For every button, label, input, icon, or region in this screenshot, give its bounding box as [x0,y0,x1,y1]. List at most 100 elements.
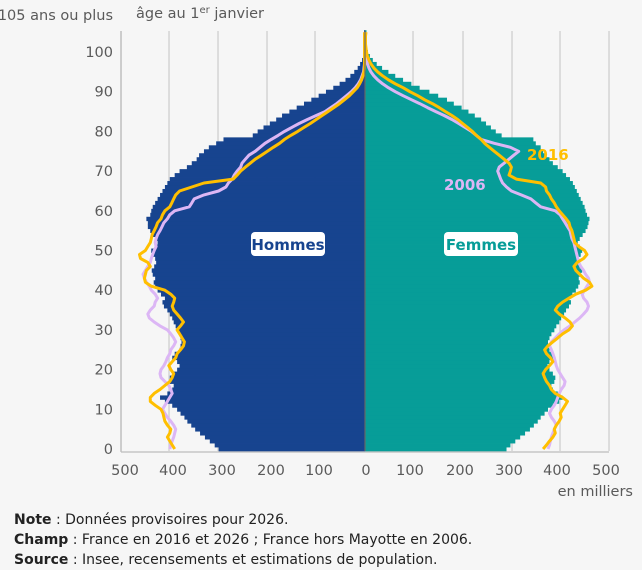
bar-men-age-1 [214,443,365,448]
bar-women-age-47 [365,260,578,265]
bar-men-age-7 [187,419,365,424]
bar-women-age-15 [365,387,553,392]
x-tick-label-left: 100 [305,463,333,479]
bar-women-age-94 [365,73,396,79]
note-text: : Données provisoires pour 2026. [51,512,289,528]
bar-women-age-37 [365,300,571,305]
bar-women-age-56 [365,224,588,230]
bar-women-age-6 [365,423,534,428]
bar-women-age-11 [365,403,553,408]
source-line: Source : Insee, recensements et estimati… [14,550,472,570]
bar-women-age-62 [365,200,583,206]
bar-women-age-81 [365,125,491,130]
bar-men-age-94 [350,73,365,79]
y-tick-label: 10 [95,402,113,418]
bar-men-age-79 [252,133,365,138]
footnotes: Note : Données provisoires pour 2026. Ch… [14,510,472,570]
bar-men-age-43 [155,276,365,281]
bar-women-age-59 [365,212,588,218]
x-tick-label-right: 400 [543,463,571,479]
bar-men-age-82 [269,121,365,126]
bar-men-age-88 [311,97,365,103]
y-axis-title: âge au 1er janvier [136,5,264,22]
axes: 0 10 20 30 40 50 60 70 80 90 100 105 ans ou plus âge… [0,5,633,500]
bar-men-age-0 [218,447,365,452]
bar-men-age-40 [157,288,365,293]
bars [146,30,590,452]
champ-text: : France en 2016 et 2026 ; France hors M… [68,532,473,548]
bar-women-age-74 [365,153,547,158]
champ-line: Champ : France en 2016 et 2026 ; France … [14,530,472,550]
y-top-label: 105 ans ou plus [0,8,113,24]
labels: Hommes Femmes 2016 2006 [251,146,569,256]
bar-men-age-18 [169,375,365,380]
champ-label: Champ [14,532,69,548]
bar-women-age-23 [365,355,555,361]
bar-women-age-0 [365,447,507,452]
bar-women-age-80 [365,129,496,134]
bar-women-age-34 [365,312,565,317]
bar-women-age-73 [365,157,550,162]
bar-men-age-32 [173,319,365,325]
x-tick-label-right: 500 [592,463,620,479]
bar-men-age-48 [155,256,365,261]
bar-women-age-60 [365,208,586,214]
women-label-box [444,232,518,256]
bar-men-age-22 [177,359,365,365]
bar-men-age-71 [186,165,365,170]
bar-women-age-39 [365,292,573,297]
bar-men-age-21 [179,363,365,369]
bar-women-age-12 [365,399,560,404]
bar-men-age-92 [339,81,365,87]
bar-men-age-41 [155,284,365,289]
bar-women-age-57 [365,220,589,226]
bar-men-age-44 [152,272,365,277]
bar-men-age-6 [191,423,365,428]
population-pyramid-chart: 0 10 20 30 40 50 60 70 80 90 100 105 ans ou plus âge… [0,5,633,500]
x-tick-label-left: 500 [111,463,139,479]
bar-women-age-88 [365,97,447,103]
women-label: Femmes [446,236,516,254]
bar-men-age-74 [199,153,365,158]
bar-women-age-14 [365,391,558,396]
bar-men-age-66 [164,185,365,190]
bar-women-age-86 [365,105,462,110]
bar-women-age-77 [365,141,536,146]
bar-women-age-44 [365,272,581,277]
bar-women-age-10 [365,407,548,412]
bar-men-age-73 [196,157,365,162]
bar-men-age-59 [150,212,365,218]
bar-men-age-29 [179,331,365,337]
bar-men-age-75 [203,149,365,154]
bar-men-age-77 [216,141,365,146]
bar-women-age-9 [365,411,545,416]
bar-men-age-13 [160,395,365,400]
x-tick-label-right: 200 [446,463,474,479]
bar-men-age-24 [174,351,365,357]
bar-men-age-17 [169,379,365,384]
bar-men-age-26 [180,343,365,349]
bar-men-age-37 [162,300,365,305]
bar-women-age-55 [365,228,586,234]
bar-women-age-72 [365,161,553,166]
bar-women-age-43 [365,276,579,281]
bar-women-age-45 [365,268,583,273]
bar-men-age-68 [169,177,365,182]
line-2016-women [364,32,594,450]
bar-men-age-16 [173,383,365,388]
bar-women-age-8 [365,415,541,420]
bar-men-age-89 [318,93,365,99]
bar-men-age-33 [172,316,365,321]
y-tick-label: 80 [95,124,113,140]
bar-men-age-60 [151,208,365,214]
bar-women-age-3 [365,435,521,440]
bar-men-age-30 [177,327,365,333]
note-label: Note [14,512,52,528]
bar-men-age-70 [179,169,365,174]
bar-men-age-55 [150,228,365,234]
bar-men-age-11 [172,403,365,408]
bar-men-age-45 [151,268,365,273]
bar-women-age-61 [365,204,585,210]
bar-men-age-80 [257,129,365,134]
y-tick-label: 60 [95,204,113,220]
